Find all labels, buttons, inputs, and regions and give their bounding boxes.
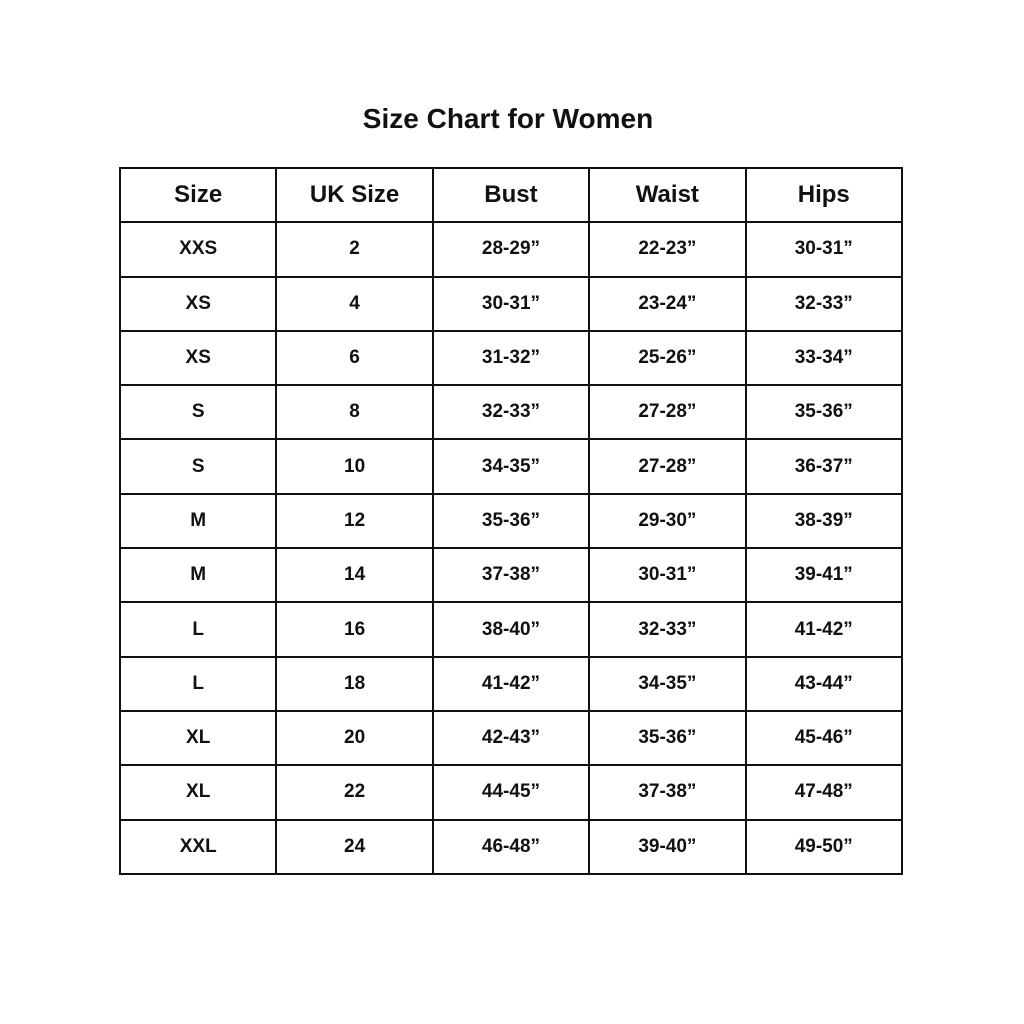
cell-hips: 38-39” bbox=[744, 492, 903, 550]
cell-waist: 29-30” bbox=[588, 492, 747, 550]
cell-bust: 28-29” bbox=[431, 221, 591, 278]
table-row: M 14 37-38” 30-31” 39-41” bbox=[118, 547, 903, 604]
header-bust: Bust bbox=[431, 166, 591, 224]
table-row: XL 22 44-45” 37-38” 47-48” bbox=[118, 764, 903, 821]
cell-uk-size: 14 bbox=[275, 547, 434, 604]
table-row: XL 20 42-43” 35-36” 45-46” bbox=[118, 709, 903, 767]
cell-hips: 36-37” bbox=[744, 438, 903, 495]
cell-hips: 33-34” bbox=[744, 329, 903, 387]
cell-bust: 46-48” bbox=[431, 818, 591, 875]
cell-hips: 43-44” bbox=[744, 655, 903, 712]
cell-size: M bbox=[118, 492, 278, 550]
cell-size: S bbox=[118, 384, 278, 441]
header-hips: Hips bbox=[744, 166, 903, 224]
cell-size: XL bbox=[118, 709, 278, 767]
table-body: XXS 2 28-29” 22-23” 30-31” XS 4 30-31” 23-24” 32-… bbox=[118, 221, 903, 875]
table-row: L 16 38-40” 32-33” 41-42” bbox=[118, 601, 903, 658]
cell-uk-size: 4 bbox=[275, 275, 434, 332]
cell-hips: 45-46” bbox=[744, 709, 903, 767]
cell-bust: 31-32” bbox=[431, 329, 591, 387]
table-row: S 8 32-33” 27-28” 35-36” bbox=[118, 384, 903, 441]
cell-waist: 22-23” bbox=[588, 221, 747, 278]
cell-size: L bbox=[118, 601, 278, 658]
cell-hips: 49-50” bbox=[744, 818, 903, 875]
cell-uk-size: 18 bbox=[275, 655, 434, 712]
cell-bust: 41-42” bbox=[431, 655, 591, 712]
table-row: L 18 41-42” 34-35” 43-44” bbox=[118, 655, 903, 712]
cell-uk-size: 24 bbox=[275, 818, 434, 875]
cell-bust: 42-43” bbox=[431, 709, 591, 767]
cell-uk-size: 8 bbox=[275, 384, 434, 441]
table-row: XS 6 31-32” 25-26” 33-34” bbox=[118, 329, 903, 387]
cell-size: XS bbox=[118, 275, 278, 332]
cell-uk-size: 6 bbox=[275, 329, 434, 387]
size-chart-table: Size UK Size Bust Waist Hips XXS 2 28-29” 2… bbox=[118, 166, 903, 875]
cell-uk-size: 20 bbox=[275, 709, 434, 767]
cell-uk-size: 2 bbox=[275, 221, 434, 278]
table-row: M 12 35-36” 29-30” 38-39” bbox=[118, 492, 903, 550]
cell-bust: 44-45” bbox=[431, 764, 591, 821]
cell-size: XXS bbox=[118, 221, 278, 278]
cell-hips: 35-36” bbox=[744, 384, 903, 441]
cell-hips: 47-48” bbox=[744, 764, 903, 821]
cell-bust: 32-33” bbox=[431, 384, 591, 441]
cell-size: S bbox=[118, 438, 278, 495]
cell-bust: 35-36” bbox=[431, 492, 591, 550]
cell-waist: 37-38” bbox=[588, 764, 747, 821]
cell-waist: 34-35” bbox=[588, 655, 747, 712]
cell-waist: 32-33” bbox=[588, 601, 747, 658]
cell-bust: 37-38” bbox=[431, 547, 591, 604]
cell-waist: 39-40” bbox=[588, 818, 747, 875]
cell-waist: 25-26” bbox=[588, 329, 747, 387]
cell-hips: 30-31” bbox=[744, 221, 903, 278]
cell-waist: 23-24” bbox=[588, 275, 747, 332]
cell-waist: 30-31” bbox=[588, 547, 747, 604]
table-row: XS 4 30-31” 23-24” 32-33” bbox=[118, 275, 903, 332]
cell-bust: 38-40” bbox=[431, 601, 591, 658]
cell-waist: 27-28” bbox=[588, 438, 747, 495]
header-uk-size: UK Size bbox=[275, 166, 434, 224]
cell-bust: 30-31” bbox=[431, 275, 591, 332]
cell-hips: 32-33” bbox=[744, 275, 903, 332]
header-waist: Waist bbox=[588, 166, 747, 224]
cell-size: XL bbox=[118, 764, 278, 821]
cell-uk-size: 16 bbox=[275, 601, 434, 658]
cell-uk-size: 10 bbox=[275, 438, 434, 495]
cell-hips: 39-41” bbox=[744, 547, 903, 604]
table-row: XXS 2 28-29” 22-23” 30-31” bbox=[118, 221, 903, 278]
page-title: Size Chart for Women bbox=[362, 103, 654, 134]
cell-size: XS bbox=[118, 329, 278, 387]
cell-bust: 34-35” bbox=[431, 438, 591, 495]
cell-uk-size: 22 bbox=[275, 764, 434, 821]
cell-waist: 35-36” bbox=[588, 709, 747, 767]
table-header-row: Size UK Size Bust Waist Hips bbox=[118, 166, 903, 224]
cell-waist: 27-28” bbox=[588, 384, 747, 441]
header-size: Size bbox=[118, 166, 278, 224]
cell-size: M bbox=[118, 547, 278, 604]
cell-size: L bbox=[118, 655, 278, 712]
table-row: S 10 34-35” 27-28” 36-37” bbox=[118, 438, 903, 495]
table-row: XXL 24 46-48” 39-40” 49-50” bbox=[118, 818, 903, 875]
cell-hips: 41-42” bbox=[744, 601, 903, 658]
cell-size: XXL bbox=[118, 818, 278, 875]
cell-uk-size: 12 bbox=[275, 492, 434, 550]
